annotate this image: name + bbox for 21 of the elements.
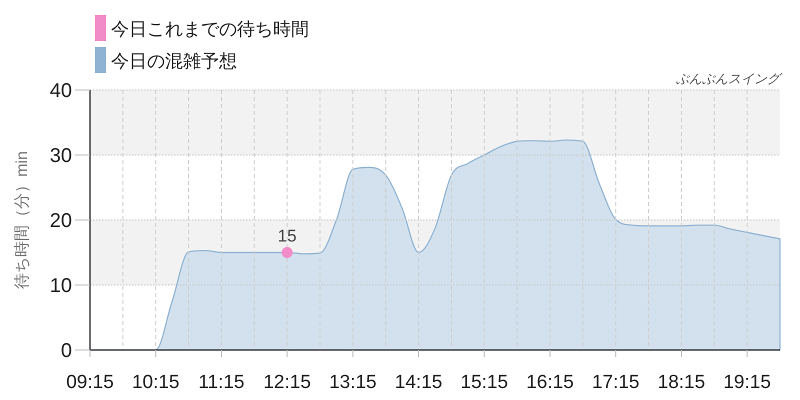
y-tick-label: 40 xyxy=(50,80,72,102)
x-tick-label: 15:15 xyxy=(460,372,508,393)
x-tick-label: 18:15 xyxy=(658,372,706,393)
x-tick-label: 12:15 xyxy=(263,372,311,393)
y-axis-title: 待ち時間（分）min xyxy=(13,151,31,289)
x-tick-label: 09:15 xyxy=(66,372,114,393)
data-label: 15 xyxy=(278,226,297,246)
y-tick-label: 30 xyxy=(50,145,72,167)
y-tick-label: 10 xyxy=(50,275,72,297)
x-tick-label: 17:15 xyxy=(592,372,640,393)
y-tick-label: 0 xyxy=(60,340,72,362)
y-tick-label: 20 xyxy=(50,210,72,232)
x-tick-label: 11:15 xyxy=(198,372,244,393)
chart-title: ぶんぶんスイング xyxy=(676,71,783,86)
x-tick-label: 16:15 xyxy=(526,372,574,393)
legend-label: 今日これまでの待ち時間 xyxy=(111,19,309,39)
x-tick-label: 14:15 xyxy=(394,372,442,393)
x-tick-label: 10:15 xyxy=(132,372,180,393)
legend-label: 今日の混雑予想 xyxy=(111,51,237,71)
x-tick-label: 19:15 xyxy=(723,372,771,393)
x-tick-label: 13:15 xyxy=(329,372,377,393)
